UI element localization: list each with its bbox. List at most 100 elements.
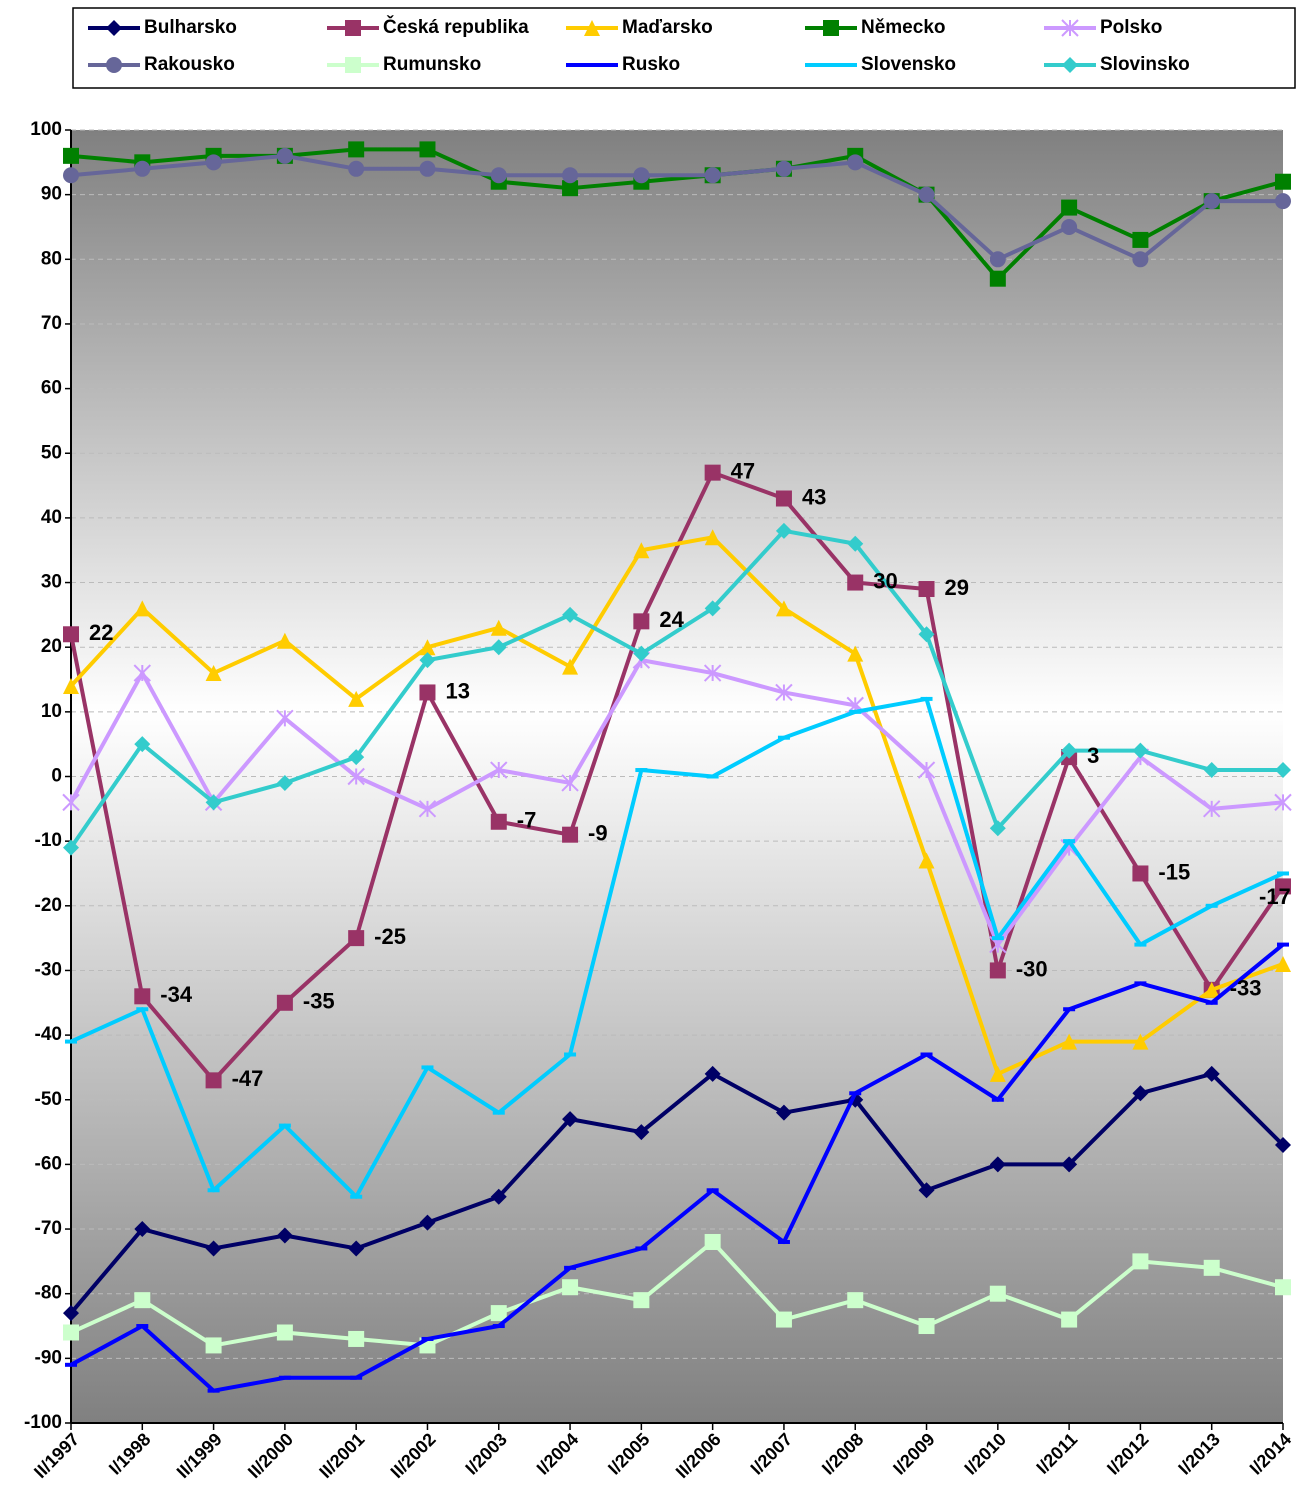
marker <box>63 677 79 694</box>
marker <box>703 664 722 682</box>
marker <box>1134 942 1147 947</box>
marker <box>1203 762 1220 779</box>
marker <box>345 20 361 36</box>
marker <box>920 696 933 701</box>
marker <box>419 1214 436 1231</box>
marker <box>918 626 935 643</box>
marker <box>1061 19 1079 37</box>
marker <box>348 1330 365 1347</box>
marker <box>1061 1033 1078 1050</box>
legend-label: Česká republika <box>383 16 529 38</box>
y-tick-label: 40 <box>41 507 62 528</box>
marker <box>1132 1085 1149 1102</box>
series-line <box>70 153 1283 262</box>
marker <box>136 1007 149 1012</box>
marker <box>918 581 935 598</box>
marker <box>1061 199 1078 216</box>
y-tick-label: 50 <box>41 442 62 463</box>
y-tick-label: 10 <box>41 701 62 722</box>
x-tick-label: I/2013 <box>1174 1429 1224 1479</box>
y-tick-label: 60 <box>41 378 62 399</box>
marker <box>918 852 935 869</box>
marker <box>1275 173 1291 190</box>
data-label: -15 <box>1158 859 1190 884</box>
marker <box>348 160 365 177</box>
y-tick-label: -70 <box>35 1218 62 1239</box>
marker <box>562 1279 579 1296</box>
marker <box>633 1292 650 1309</box>
marker <box>421 1065 434 1070</box>
marker <box>917 761 936 779</box>
marker <box>278 1123 291 1128</box>
marker <box>1063 1007 1076 1012</box>
data-label: -35 <box>303 989 335 1014</box>
marker <box>490 619 507 636</box>
x-tick-label: I/2008 <box>818 1429 868 1479</box>
legend-label: Rakousko <box>144 54 235 75</box>
marker <box>1277 942 1289 947</box>
marker <box>205 154 222 171</box>
marker <box>1275 193 1291 210</box>
x-tick-label: II/2006 <box>672 1429 725 1482</box>
marker <box>562 606 579 623</box>
marker <box>1132 865 1149 882</box>
y-tick-label: -60 <box>35 1153 62 1174</box>
marker <box>276 1324 293 1341</box>
marker <box>276 774 293 791</box>
y-tick-label: 90 <box>41 184 62 205</box>
marker <box>704 464 721 481</box>
marker <box>633 645 650 662</box>
y-tick-label: -20 <box>35 895 62 916</box>
marker <box>1132 231 1149 248</box>
marker <box>1061 218 1078 235</box>
marker <box>704 1233 721 1250</box>
x-tick-label: I/2012 <box>1103 1429 1153 1479</box>
marker <box>1061 1156 1078 1173</box>
marker <box>991 1097 1004 1102</box>
marker <box>777 1239 790 1244</box>
y-tick-label: 30 <box>41 572 62 593</box>
marker <box>989 1285 1006 1302</box>
marker <box>918 1182 935 1199</box>
marker <box>276 709 294 728</box>
y-tick-label: 0 <box>51 766 62 787</box>
marker <box>418 800 437 818</box>
series-line <box>70 943 1285 1393</box>
marker <box>63 626 79 643</box>
marker <box>562 826 579 843</box>
x-tick-label: I/2004 <box>533 1429 583 1479</box>
marker <box>706 774 719 779</box>
y-tick-label: -50 <box>35 1089 62 1110</box>
marker <box>278 1375 291 1380</box>
marker <box>1277 871 1289 876</box>
data-label: -47 <box>232 1066 264 1091</box>
marker <box>1203 981 1220 998</box>
marker <box>989 270 1006 287</box>
marker <box>1132 742 1149 759</box>
marker <box>777 735 790 740</box>
marker <box>989 1156 1006 1173</box>
marker <box>419 652 436 669</box>
marker <box>348 930 365 947</box>
marker <box>63 1305 79 1322</box>
data-label: -25 <box>374 924 406 949</box>
y-tick-label: -10 <box>35 830 62 851</box>
marker <box>633 542 650 559</box>
y-tick-label: -80 <box>35 1283 62 1304</box>
marker <box>704 167 721 184</box>
x-tick-label: I/2009 <box>889 1429 939 1479</box>
marker <box>1275 878 1291 895</box>
series-line <box>69 535 1284 1076</box>
marker <box>134 1292 151 1309</box>
marker <box>704 1065 721 1082</box>
marker <box>276 994 293 1011</box>
marker <box>136 1324 149 1329</box>
marker <box>775 683 793 702</box>
marker <box>419 684 436 701</box>
marker <box>490 1188 507 1205</box>
marker <box>704 529 721 546</box>
marker <box>1275 1137 1291 1154</box>
marker <box>775 490 792 507</box>
marker <box>633 613 650 630</box>
marker <box>989 1065 1006 1082</box>
